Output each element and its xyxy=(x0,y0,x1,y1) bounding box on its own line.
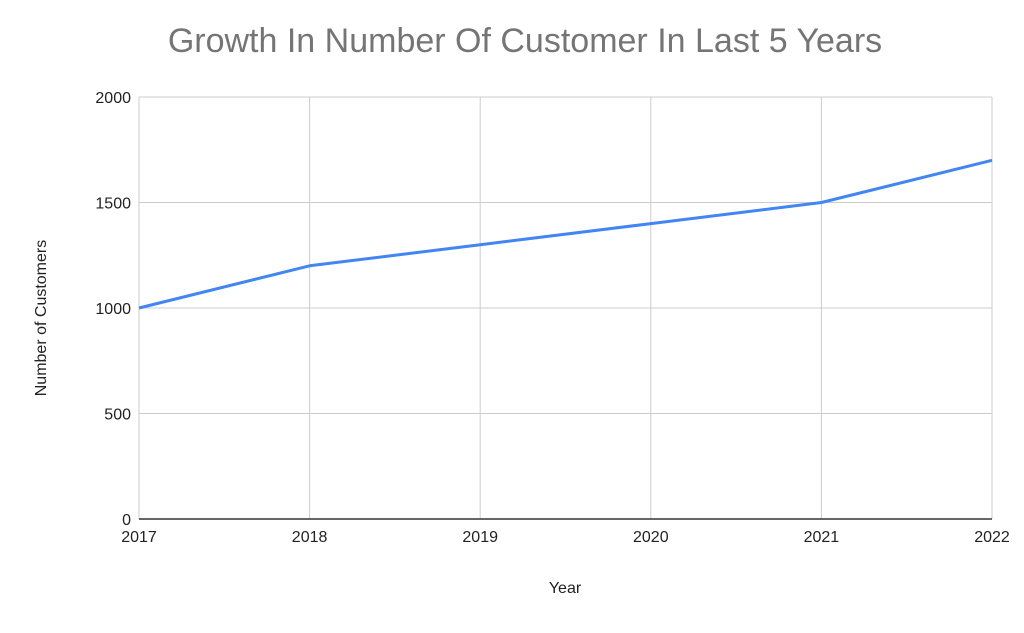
y-tick-label: 0 xyxy=(122,512,131,529)
chart-title: Growth In Number Of Customer In Last 5 Y… xyxy=(167,22,883,60)
x-tick-label: 2022 xyxy=(974,529,1010,546)
x-tick-label: 2017 xyxy=(121,529,157,546)
y-tick-label: 2000 xyxy=(95,90,131,107)
data-line xyxy=(138,158,993,310)
x-tick-label: 2021 xyxy=(804,529,840,546)
x-tick-label: 2020 xyxy=(633,529,669,546)
y-tick-label: 500 xyxy=(104,407,131,424)
x-axis-label: Year xyxy=(548,580,582,597)
x-tick-label: 2019 xyxy=(462,529,498,546)
x-tick-label: 2018 xyxy=(292,529,328,546)
y-tick-label: 1000 xyxy=(95,301,131,318)
y-tick-label: 1500 xyxy=(95,196,131,213)
